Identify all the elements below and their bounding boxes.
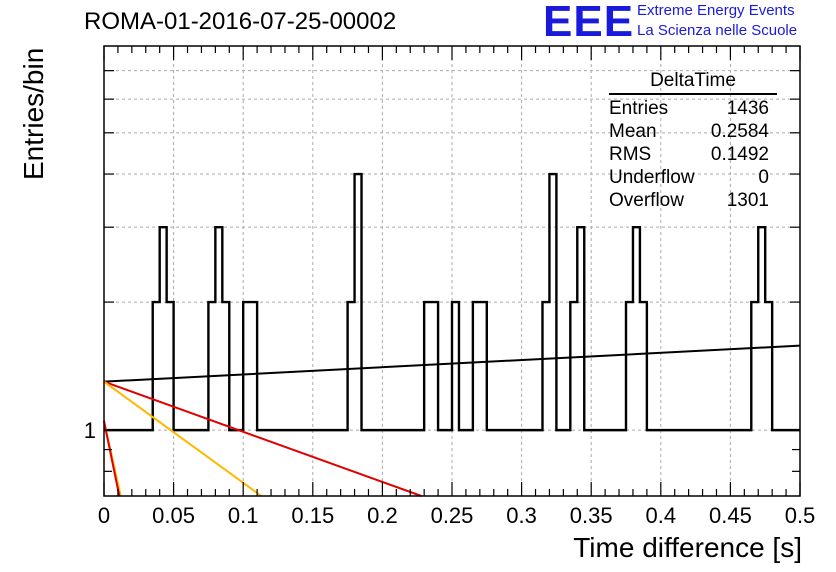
stats-label: RMS bbox=[609, 144, 652, 165]
histogram-series bbox=[104, 172, 800, 432]
fit-line bbox=[103, 344, 801, 383]
eee-logo: EEE bbox=[543, 0, 635, 46]
stats-row-overflow: Overflow 1301 bbox=[609, 189, 777, 212]
x-tick-label: 0.2 bbox=[367, 503, 398, 528]
stats-label: Underflow bbox=[609, 167, 695, 188]
x-axis-label: Time difference [s] bbox=[573, 532, 802, 563]
stats-value: 0.2584 bbox=[710, 121, 769, 142]
stats-value: 0 bbox=[758, 167, 769, 188]
fit-line bbox=[103, 380, 262, 497]
stats-value: 1301 bbox=[726, 190, 769, 211]
stats-box-name: DeltaTime bbox=[609, 70, 777, 95]
stats-box: DeltaTime Entries 1436 Mean 0.2584 RMS 0… bbox=[609, 70, 777, 212]
x-tick-label: 0.05 bbox=[152, 503, 195, 528]
stats-label: Mean bbox=[609, 121, 657, 142]
stats-value: 1436 bbox=[726, 98, 769, 119]
stats-row-mean: Mean 0.2584 bbox=[609, 120, 777, 143]
x-tick-label: 0.25 bbox=[431, 503, 474, 528]
x-tick-label: 0.3 bbox=[506, 503, 537, 528]
y-tick-label: 1 bbox=[84, 418, 96, 443]
fit-line bbox=[103, 420, 121, 497]
y-axis-label: Entries/bin bbox=[18, 47, 49, 180]
stats-row-entries: Entries 1436 bbox=[609, 97, 777, 120]
fit-line bbox=[103, 380, 422, 497]
stats-row-rms: RMS 0.1492 bbox=[609, 143, 777, 166]
x-tick-label: 0.1 bbox=[228, 503, 259, 528]
x-tick-label: 0.4 bbox=[646, 503, 677, 528]
stats-label: Entries bbox=[609, 98, 669, 119]
brand-line-2: La Scienza nelle Scuole bbox=[637, 22, 798, 39]
x-tick-label: 0.35 bbox=[570, 503, 613, 528]
x-tick-label: 0.15 bbox=[291, 503, 334, 528]
stats-label: Overflow bbox=[609, 190, 684, 211]
run-title: ROMA-01-2016-07-25-00002 bbox=[84, 8, 397, 35]
x-tick-label: 0.45 bbox=[709, 503, 752, 528]
stats-row-underflow: Underflow 0 bbox=[609, 166, 777, 189]
x-tick-label: 0 bbox=[98, 503, 110, 528]
x-tick-label: 0.5 bbox=[785, 503, 816, 528]
stats-value: 0.1492 bbox=[710, 144, 769, 165]
brand-line-1: Extreme Energy Events bbox=[637, 2, 795, 19]
